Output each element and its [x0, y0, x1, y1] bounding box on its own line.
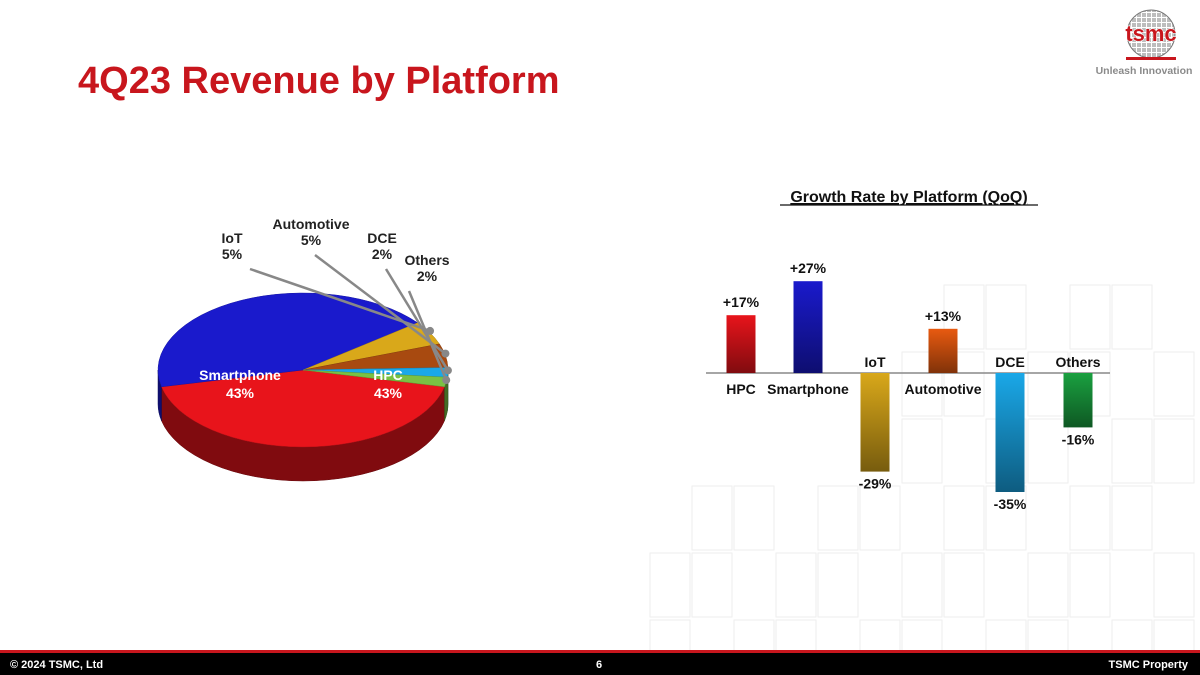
grid-tile	[1027, 552, 1069, 618]
grid-tile	[859, 485, 901, 551]
decorative-grid	[649, 284, 1195, 650]
grid-tile	[1069, 284, 1111, 350]
growth-value-iot: -29%	[859, 476, 892, 492]
grid-tile	[1069, 485, 1111, 551]
grid-tile	[943, 552, 985, 618]
growth-category-others: Others	[1055, 354, 1100, 370]
grid-tile	[817, 485, 859, 551]
grid-tile	[901, 619, 943, 650]
pie-label-others: Others	[404, 252, 449, 268]
pie-leader-dot-others	[442, 376, 451, 385]
pie-pct-iot: 5%	[222, 246, 243, 262]
footer: © 2024 TSMC, Ltd 6 TSMC Property	[0, 650, 1200, 675]
grid-tile	[901, 552, 943, 618]
grid-tile	[1069, 552, 1111, 618]
footer-page-number: 6	[596, 659, 603, 671]
grid-tile	[1111, 284, 1153, 350]
growth-category-dce: DCE	[995, 354, 1025, 370]
pie-leader-dce	[384, 268, 449, 372]
growth-category-smartphone: Smartphone	[767, 381, 849, 397]
grid-tile	[859, 619, 901, 650]
pie-label-hpc: HPC	[373, 367, 403, 383]
footer-copyright: © 2024 TSMC, Ltd	[10, 659, 104, 671]
pie-label-smartphone: Smartphone	[199, 367, 281, 383]
grid-tile	[1027, 418, 1069, 484]
growth-chart-title: Growth Rate by Platform (QoQ)	[790, 189, 1027, 206]
pie-leader-automotive	[314, 254, 447, 355]
pie-pct-smartphone: 43%	[226, 385, 255, 401]
page-title: 4Q23 Revenue by Platform	[78, 60, 560, 102]
grid-tile	[1111, 485, 1153, 551]
grid-tile	[691, 552, 733, 618]
growth-value-others: -16%	[1062, 431, 1095, 447]
growth-value-automotive: +13%	[925, 308, 962, 324]
grid-tile	[775, 619, 817, 650]
grid-tile	[985, 284, 1027, 350]
growth-bar-chart: Growth Rate by Platform (QoQ) HPC +17% Smar…	[706, 189, 1110, 512]
pie-pct-automotive: 5%	[301, 232, 322, 248]
pie-pct-hpc: 43%	[374, 385, 403, 401]
pie-slice-hpc	[161, 369, 445, 448]
growth-value-dce: -35%	[994, 496, 1027, 512]
pie-label-dce: DCE	[367, 230, 397, 246]
growth-value-smartphone: +27%	[790, 260, 827, 276]
grid-tile	[817, 552, 859, 618]
grid-tile	[649, 619, 691, 650]
grid-tile	[1153, 552, 1195, 618]
growth-value-hpc: +17%	[723, 294, 760, 310]
grid-tile	[733, 485, 775, 551]
pie-leader-dot-automotive	[441, 349, 450, 358]
grid-tile	[943, 485, 985, 551]
pie-leader-dot-iot	[426, 326, 435, 335]
tsmc-logo: tsmc	[1125, 9, 1177, 60]
grid-tile	[1111, 418, 1153, 484]
grid-tile	[1153, 418, 1195, 484]
tagline: Unleash Innovation	[1095, 65, 1193, 77]
grid-tile	[691, 485, 733, 551]
pie-leader-dot-dce	[443, 366, 452, 375]
pie-leader-others	[407, 290, 448, 381]
pie-pct-dce: 2%	[372, 246, 393, 262]
pie-pct-others: 2%	[417, 268, 438, 284]
logo-text: tsmc	[1125, 21, 1176, 46]
growth-bar-others	[1063, 373, 1093, 428]
growth-bar-iot	[860, 373, 890, 472]
growth-bar-hpc	[726, 315, 756, 373]
grid-tile	[733, 619, 775, 650]
growth-bar-smartphone	[793, 281, 823, 373]
grid-tile	[1153, 351, 1195, 417]
grid-tile	[775, 552, 817, 618]
growth-category-iot: IoT	[865, 354, 886, 370]
grid-tile	[1111, 619, 1153, 650]
pie-label-automotive: Automotive	[273, 216, 350, 232]
grid-tile	[1027, 619, 1069, 650]
grid-tile	[1153, 619, 1195, 650]
grid-tile	[649, 552, 691, 618]
growth-category-hpc: HPC	[726, 381, 756, 397]
growth-bar-dce	[995, 373, 1025, 492]
footer-property: TSMC Property	[1108, 659, 1188, 671]
pie-label-iot: IoT	[222, 230, 243, 246]
grid-tile	[985, 485, 1027, 551]
grid-tile	[901, 418, 943, 484]
growth-category-automotive: Automotive	[905, 381, 982, 397]
growth-bar-automotive	[928, 328, 958, 373]
grid-tile	[985, 619, 1027, 650]
